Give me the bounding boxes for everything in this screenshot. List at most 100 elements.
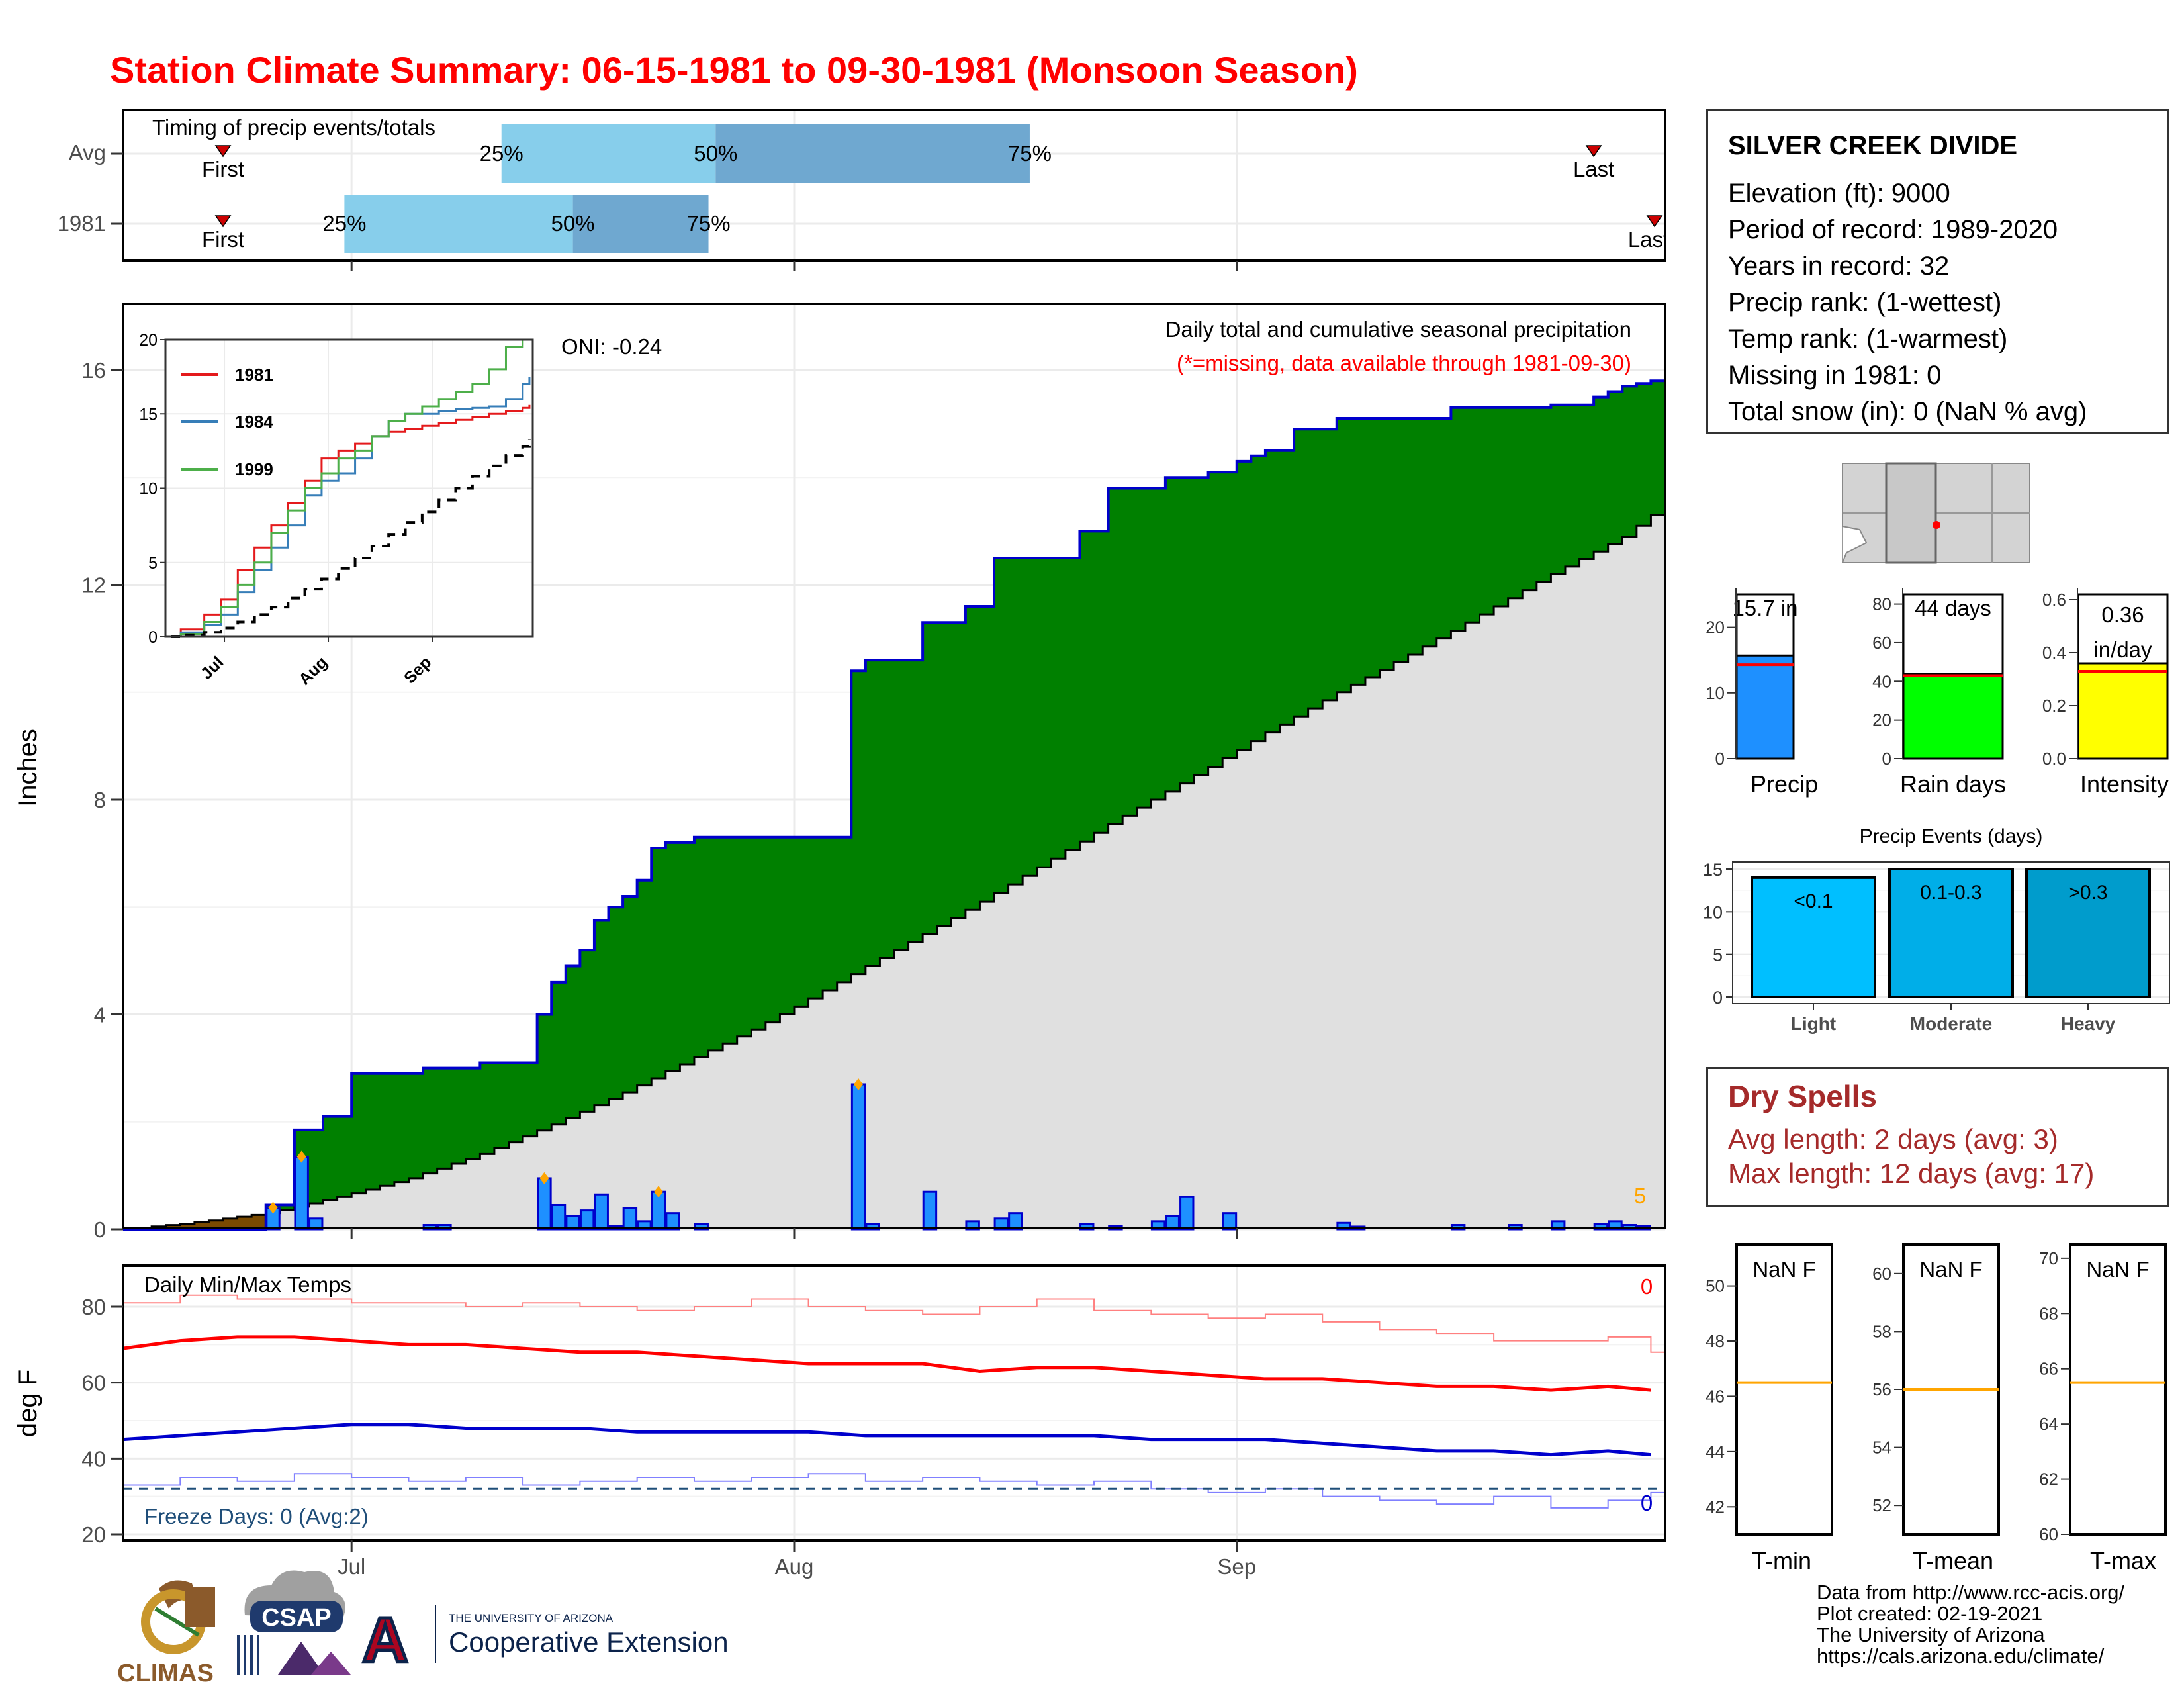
mini-bar-value: 44 days	[1915, 596, 1991, 620]
daily-precip-bar	[537, 1177, 552, 1231]
temp-ytick-label: 20	[81, 1523, 106, 1547]
events-bar-fill	[1751, 876, 1876, 999]
temp-box-ytick: 48	[1706, 1331, 1725, 1351]
daily-precip-bar	[922, 1190, 938, 1231]
average-cumulative-area	[123, 515, 1665, 1229]
mini-bar-unit: in/day	[2093, 637, 2152, 662]
credits: Data from http://www.rcc-acis.org/ Plot …	[1817, 1582, 2124, 1667]
temp-box-ytick: 62	[2039, 1470, 2058, 1489]
timing-p25-label: 25%	[322, 211, 366, 236]
daily-precip-bar	[294, 1155, 309, 1231]
mini-bar-ytick: 0	[1715, 749, 1725, 769]
csap-wordmark: CSAP	[261, 1604, 332, 1632]
temp-box-value: NaN F	[1919, 1257, 1982, 1282]
inset-ytick-label: 10	[139, 480, 158, 498]
timing-first-marker	[214, 215, 232, 228]
inset-line-average	[171, 439, 531, 638]
station-precip-rank: Precip rank: (1-wettest)	[1728, 288, 2002, 317]
mini-bar-ytick: 0.0	[2042, 749, 2066, 769]
timing-panel-border	[122, 109, 1666, 262]
precip-max-marker	[296, 1150, 306, 1163]
precip-panel-border	[122, 303, 1666, 1229]
temp-box-ytick: 46	[1706, 1386, 1725, 1406]
inset-xtick-label: Jul	[197, 653, 227, 682]
temp-box-ytick: 70	[2039, 1248, 2058, 1268]
timing-bar-50-75-Avg	[715, 124, 1030, 183]
inset-xtick-label: Sep	[400, 653, 435, 687]
mini-bar-ytick: 80	[1872, 594, 1891, 614]
inset-line-1999	[171, 338, 529, 638]
mini-bar-ytick: 20	[1872, 710, 1891, 730]
temp-xtick-label: Aug	[775, 1554, 814, 1579]
temp-box-ytick: 50	[1706, 1276, 1725, 1296]
mini-bar-ytick: 0	[1882, 749, 1891, 769]
station-period: Period of record: 1989-2020	[1728, 215, 2058, 244]
precip-max-marker	[654, 1186, 664, 1198]
temp-box-ytick: 66	[2039, 1359, 2058, 1379]
credits-date: Plot created: 02-19-2021	[1817, 1602, 2043, 1625]
events-bar-moderate: 0.1-0.3 Moderate	[1888, 868, 2014, 1034]
timing-last-label: Last	[1628, 227, 1669, 252]
events-ytick-label: 5	[1713, 945, 1723, 965]
observed-cumulative-line	[123, 379, 1665, 1231]
mini-bar-fill	[1735, 654, 1795, 760]
daily-precip-bar	[579, 1209, 595, 1231]
events-bar-light: <0.1 Light	[1751, 876, 1876, 1034]
mini-bar-ytick: 0.6	[2042, 590, 2066, 610]
timing-last-marker	[1646, 215, 1663, 228]
inset-legend: 1981 1984 1999	[181, 365, 273, 479]
mini-bar-ytick: 0.2	[2042, 696, 2066, 716]
events-bar-label: Light	[1791, 1013, 1836, 1034]
observed-cumulative-surplus-area	[123, 381, 1665, 1229]
precip-max-marker	[854, 1078, 864, 1090]
mini-bar-label: Intensity	[2080, 771, 2169, 798]
inset-ytick-label: 15	[139, 405, 158, 424]
dry-spells-box: Dry Spells Avg length: 2 days (avg: 3) M…	[1706, 1067, 2169, 1207]
university-of-arizona-logo: A THE UNIVERSITY OF ARIZONA Cooperative …	[361, 1603, 729, 1677]
daily-precip-bar	[850, 1083, 866, 1231]
events-title: Precip Events (days)	[1860, 825, 2043, 847]
temp-xtick-label: Jul	[338, 1554, 365, 1579]
timing-p75-label: 75%	[687, 211, 731, 236]
inset-legend-1999: 1999	[235, 459, 273, 479]
timing-first-label: First	[202, 227, 244, 252]
timing-last-label: Last	[1573, 157, 1614, 181]
temp-box-t-mean: NaN F 52 54 56 58 60 T-mean	[1872, 1243, 2000, 1574]
temp-xtick-label: Sep	[1217, 1554, 1256, 1579]
station-missing: Missing in 1981: 0	[1728, 361, 1942, 390]
events-bar-label: Heavy	[2061, 1013, 2116, 1034]
events-ytick-label: 15	[1703, 860, 1723, 880]
timing-p75-label: 75%	[1008, 141, 1052, 165]
mini-bar-value: 15.7 in	[1732, 596, 1797, 620]
daily-precip-bar	[551, 1203, 567, 1231]
inset-ytick-label: 20	[139, 331, 158, 350]
credits-university: The University of Arizona	[1817, 1623, 2045, 1646]
temp-box-frame	[1735, 1243, 1833, 1536]
temp-box-ytick: 60	[2039, 1524, 2058, 1544]
temp-box-value: NaN F	[1752, 1257, 1815, 1282]
freeze-days: Freeze Days: 0 (Avg:2)	[144, 1504, 369, 1528]
uofa-small-text: THE UNIVERSITY OF ARIZONA	[449, 1612, 614, 1624]
inset-legend-1981: 1981	[235, 365, 273, 385]
events-bar-value: <0.1	[1794, 890, 1833, 912]
timing-label: Timing of precip events/totals	[152, 115, 435, 140]
climas-wordmark: CLIMAS	[117, 1660, 214, 1687]
precip-ytick-label: 8	[94, 788, 106, 812]
temp-box-t-min: NaN F 42 44 46 48 50 T-min	[1706, 1243, 1833, 1574]
precip-ytick-label: 12	[81, 573, 106, 598]
timing-panel: Timing of precip events/totals Avg 1981 …	[58, 109, 1693, 262]
mini-bar-fill	[1902, 673, 2004, 760]
arizona-locator-map	[1841, 462, 2030, 564]
precip-ylabel: Inches	[13, 729, 42, 807]
events-bar-fill	[1888, 868, 2014, 998]
temperature-anomaly-boxes: NaN F 42 44 46 48 50 T-min NaN F 52 54 56 58 60 T-mea…	[1706, 1243, 2167, 1574]
events-ytick-label: 10	[1703, 902, 1723, 922]
precip-max-marker	[268, 1201, 278, 1214]
dry-spells-avg: Avg length: 2 days (avg: 3)	[1728, 1123, 2058, 1154]
events-bar-value: 0.1-0.3	[1920, 882, 1981, 904]
temp-box-value: NaN F	[2086, 1257, 2149, 1282]
dry-spells-max: Max length: 12 days (avg: 17)	[1728, 1158, 2095, 1189]
temp-box-ytick: 56	[1872, 1380, 1891, 1399]
temp-box-ytick: 52	[1872, 1495, 1891, 1515]
timing-row-label-avg: Avg	[69, 140, 106, 165]
